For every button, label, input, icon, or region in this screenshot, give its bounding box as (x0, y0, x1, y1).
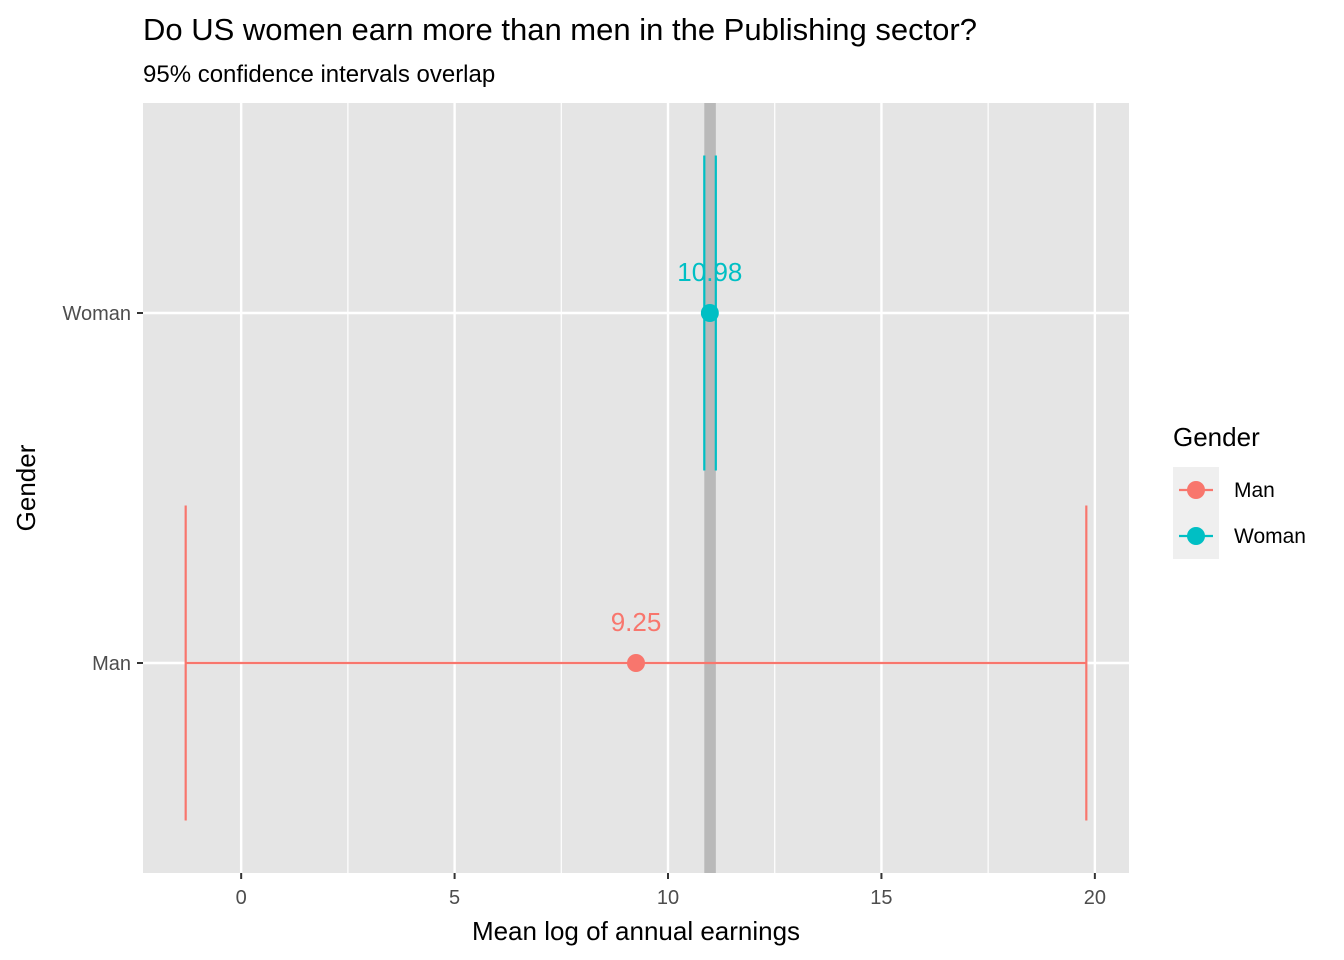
point-woman (700, 304, 719, 322)
y-axis-title: Gender (11, 444, 41, 531)
data-marks: 9.25 10.98 (184, 155, 1088, 821)
y-tick-label: Woman (62, 303, 131, 325)
y-tick-label: Man (92, 653, 131, 675)
y-axis: Man Woman (62, 303, 143, 675)
plot-panel (143, 103, 1129, 873)
legend-title: Gender (1173, 422, 1260, 452)
value-label-man: 9.25 (611, 607, 662, 637)
chart-title: Do US women earn more than men in the Pu… (143, 12, 977, 47)
x-axis-title: Mean log of annual earnings (472, 916, 800, 946)
legend-key-point-man (1187, 481, 1205, 499)
legend: Gender Man Woman (1173, 422, 1306, 559)
x-tick-label: 20 (1084, 887, 1106, 909)
x-tick-label: 15 (870, 887, 892, 909)
legend-label-man: Man (1234, 479, 1275, 502)
x-axis: 0 5 10 15 20 (236, 873, 1106, 909)
overlap-band (704, 103, 716, 873)
value-label-woman: 10.98 (677, 257, 742, 287)
x-tick-label: 5 (449, 887, 460, 909)
chart-subtitle: 95% confidence intervals overlap (143, 61, 495, 88)
x-tick-label: 10 (657, 887, 679, 909)
grid-minor (347, 103, 989, 873)
point-man (627, 654, 645, 672)
legend-key-point-woman (1187, 527, 1205, 545)
x-tick-label: 0 (236, 887, 247, 909)
legend-label-woman: Woman (1234, 525, 1306, 548)
